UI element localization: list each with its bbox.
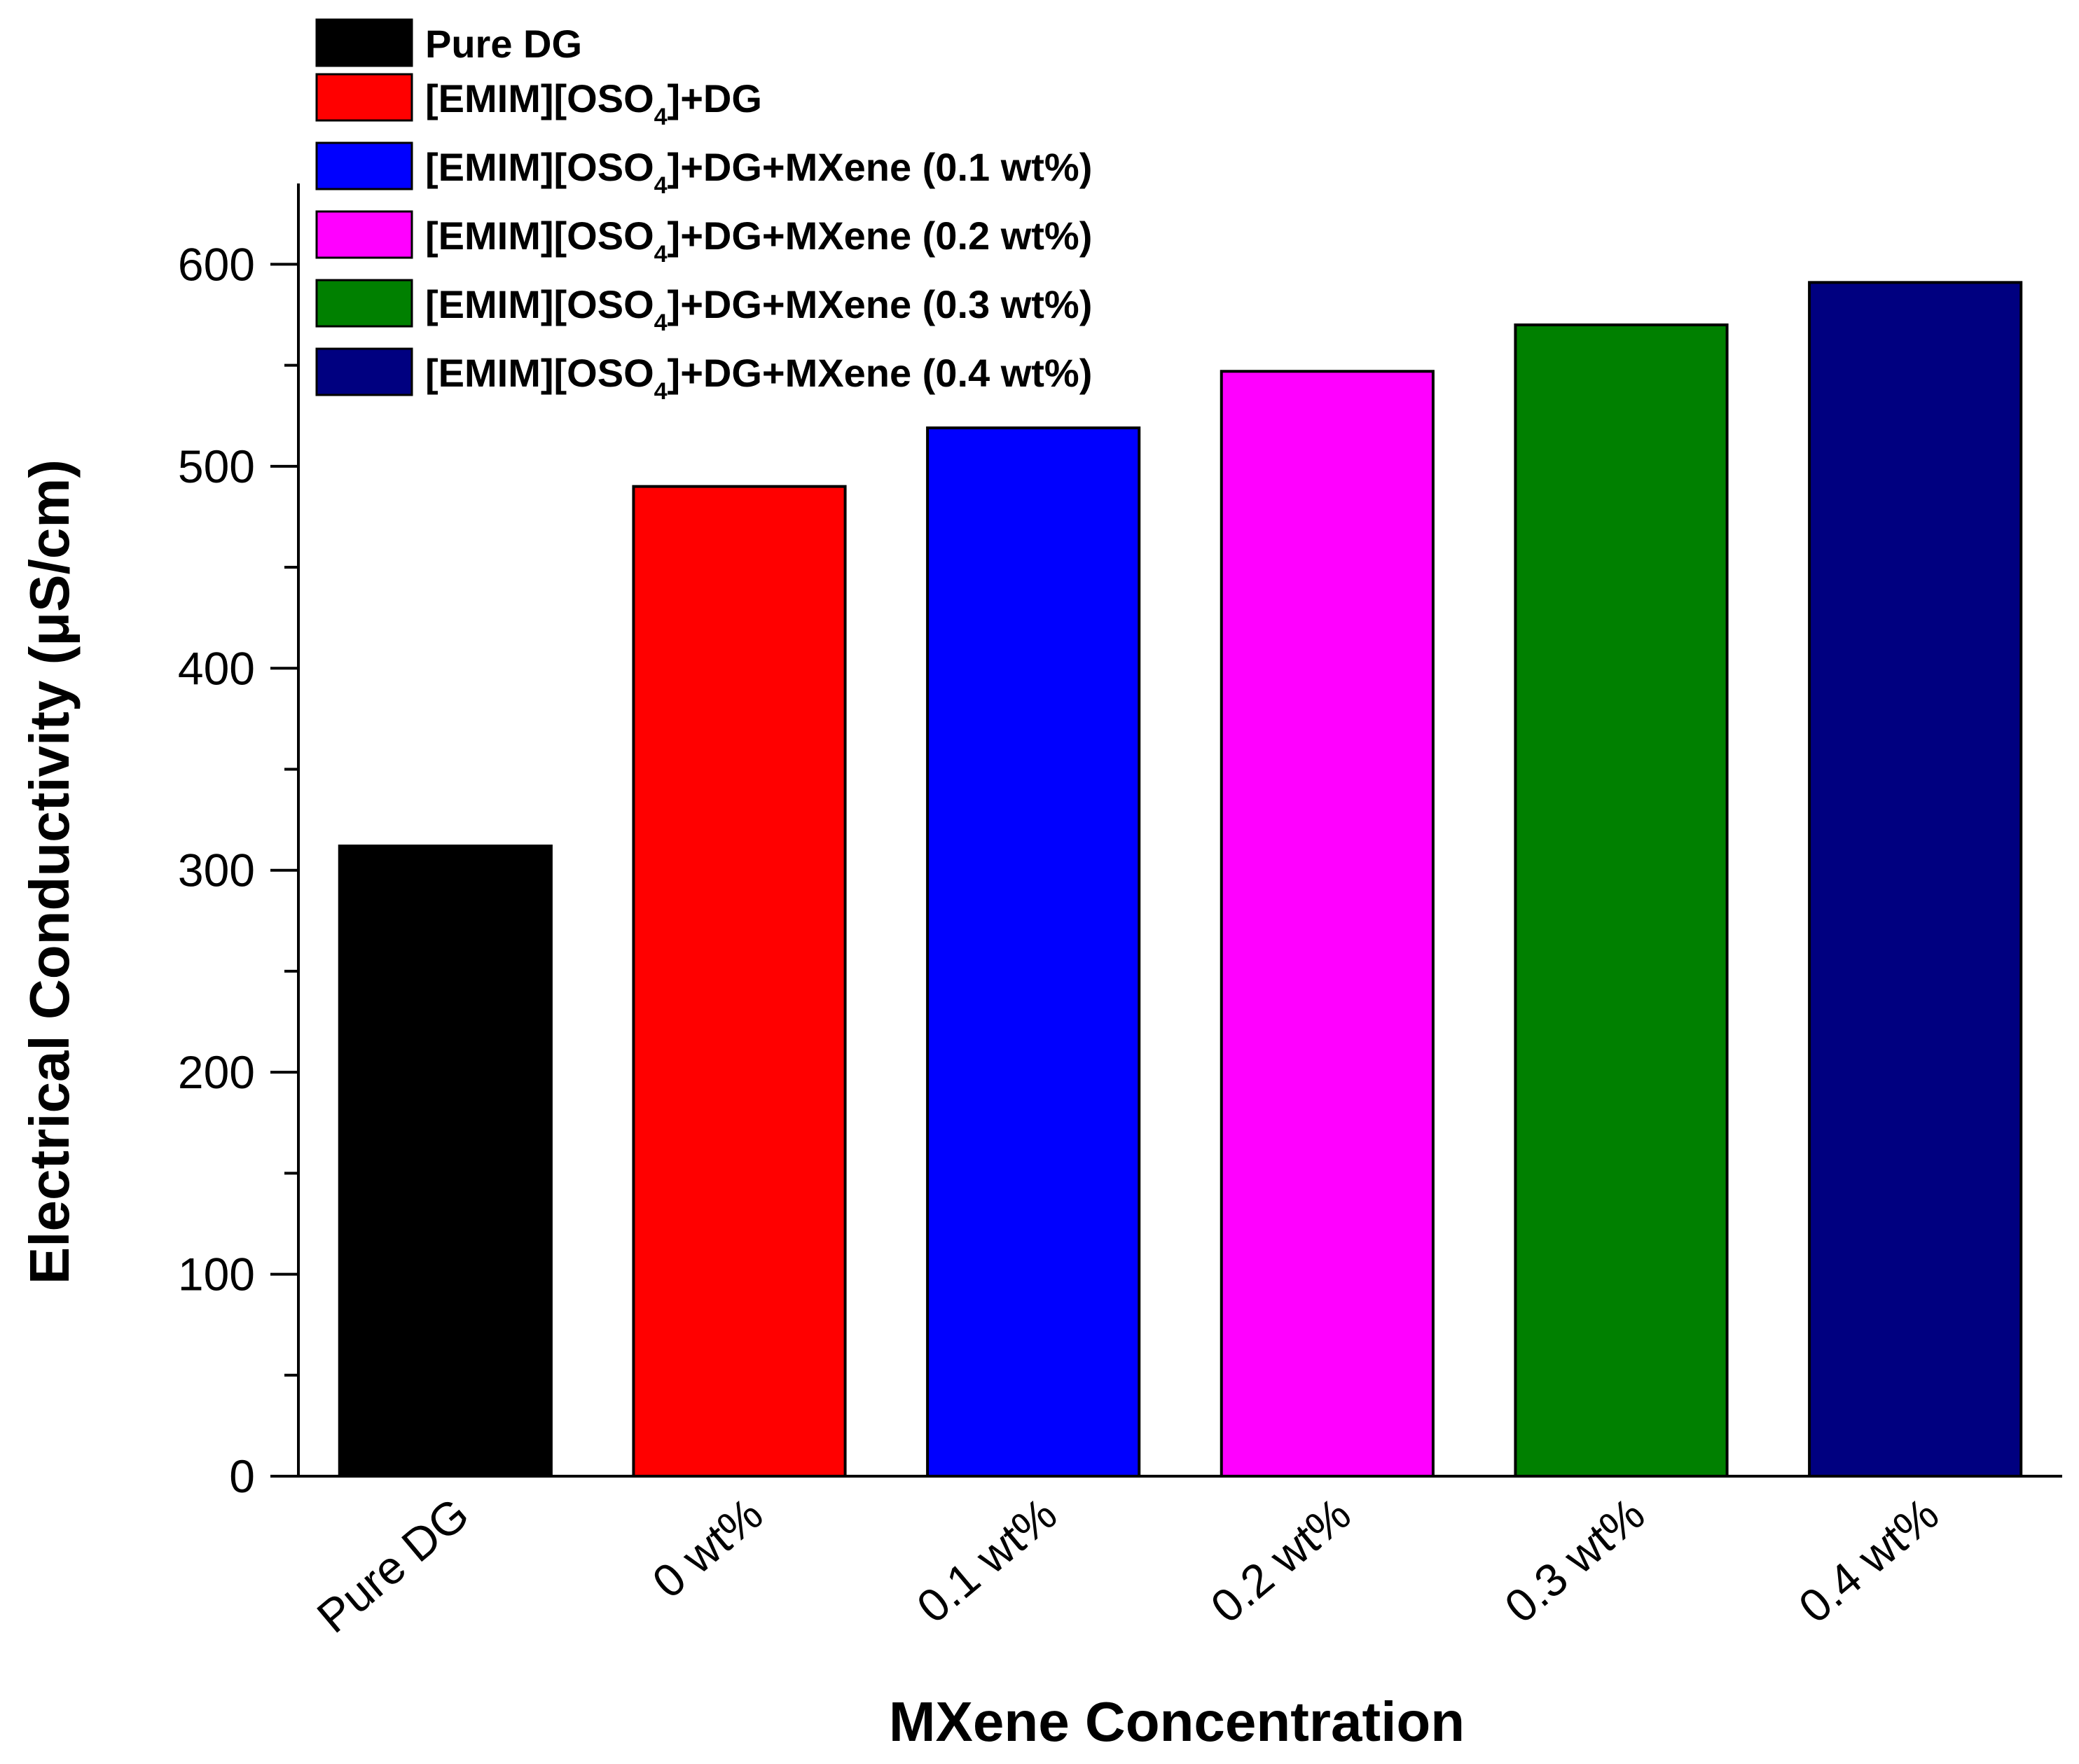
legend-label-text: ]+DG+MXene (0.1 wt%) <box>668 145 1093 189</box>
legend-label-subscript: 4 <box>654 378 668 405</box>
x-category-label: 0.1 wt% <box>907 1487 1066 1633</box>
x-category-label: 0.3 wt% <box>1495 1487 1654 1633</box>
legend-label-subscript: 4 <box>654 310 668 336</box>
legend: Pure DG[EMIM][OSO4]+DG[EMIM][OSO4]+DG+MX… <box>315 18 1092 405</box>
y-tick-label: 400 <box>178 642 255 694</box>
legend-label: [EMIM][OSO4]+DG <box>425 76 762 130</box>
y-tick-label: 0 <box>229 1450 255 1502</box>
bar-0-1-wt- <box>926 426 1141 1478</box>
bars-layer <box>338 281 2023 1478</box>
bar-0-2-wt- <box>1220 370 1435 1478</box>
bar-pure-dg <box>338 845 553 1478</box>
y-tick-label: 600 <box>178 238 255 290</box>
legend-label-text: [EMIM][OSO <box>425 145 654 189</box>
legend-label-subscript: 4 <box>654 104 668 130</box>
ticks-layer: 0 100 200 300 400 500 600 <box>178 238 298 1502</box>
legend-swatch <box>315 347 413 396</box>
legend-swatch <box>315 141 413 190</box>
legend-label-text: [EMIM][OSO <box>425 76 654 120</box>
legend-label-subscript: 4 <box>654 241 668 268</box>
y-tick-label: 300 <box>178 845 255 896</box>
legend-label-subscript: 4 <box>654 172 668 199</box>
category-labels: Pure DG 0 wt% 0.1 wt% 0.2 wt% 0.3 wt% 0.4 wt% <box>308 1487 1949 1643</box>
x-axis-title: MXene Concentration <box>889 1690 1465 1753</box>
legend-label: [EMIM][OSO4]+DG+MXene (0.4 wt%) <box>425 351 1092 405</box>
legend-label: [EMIM][OSO4]+DG+MXene (0.3 wt%) <box>425 282 1092 336</box>
y-tick-label: 200 <box>178 1046 255 1098</box>
legend-label-text: ]+DG+MXene (0.2 wt%) <box>668 214 1093 258</box>
bar-0-4-wt- <box>1808 281 2023 1478</box>
legend-swatch <box>315 279 413 328</box>
legend-label-text: [EMIM][OSO <box>425 282 654 326</box>
x-category-label: 0 wt% <box>642 1487 772 1608</box>
legend-label: [EMIM][OSO4]+DG+MXene (0.2 wt%) <box>425 214 1092 268</box>
legend-label-text: ]+DG+MXene (0.4 wt%) <box>668 351 1093 395</box>
x-category-label: 0.4 wt% <box>1789 1487 1948 1633</box>
legend-label-text: Pure DG <box>425 22 582 66</box>
bar-0-wt- <box>632 485 847 1478</box>
legend-label-text: ]+DG <box>668 76 762 120</box>
x-category-label: 0.2 wt% <box>1201 1487 1360 1633</box>
legend-swatch <box>315 210 413 259</box>
legend-label-text: ]+DG+MXene (0.3 wt%) <box>668 282 1093 326</box>
legend-swatch <box>315 73 413 122</box>
x-category-label: Pure DG <box>308 1487 478 1643</box>
legend-swatch <box>315 18 413 67</box>
y-axis-title: Electrical Conductivity (μS/cm) <box>18 459 81 1284</box>
y-tick-label: 100 <box>178 1249 255 1300</box>
legend-label-text: [EMIM][OSO <box>425 214 654 258</box>
legend-label-text: [EMIM][OSO <box>425 351 654 395</box>
bar-0-3-wt- <box>1514 323 1729 1478</box>
axes-layer <box>270 183 2062 1478</box>
y-tick-label: 500 <box>178 440 255 492</box>
legend-label: Pure DG <box>425 22 582 66</box>
legend-label: [EMIM][OSO4]+DG+MXene (0.1 wt%) <box>425 145 1092 199</box>
